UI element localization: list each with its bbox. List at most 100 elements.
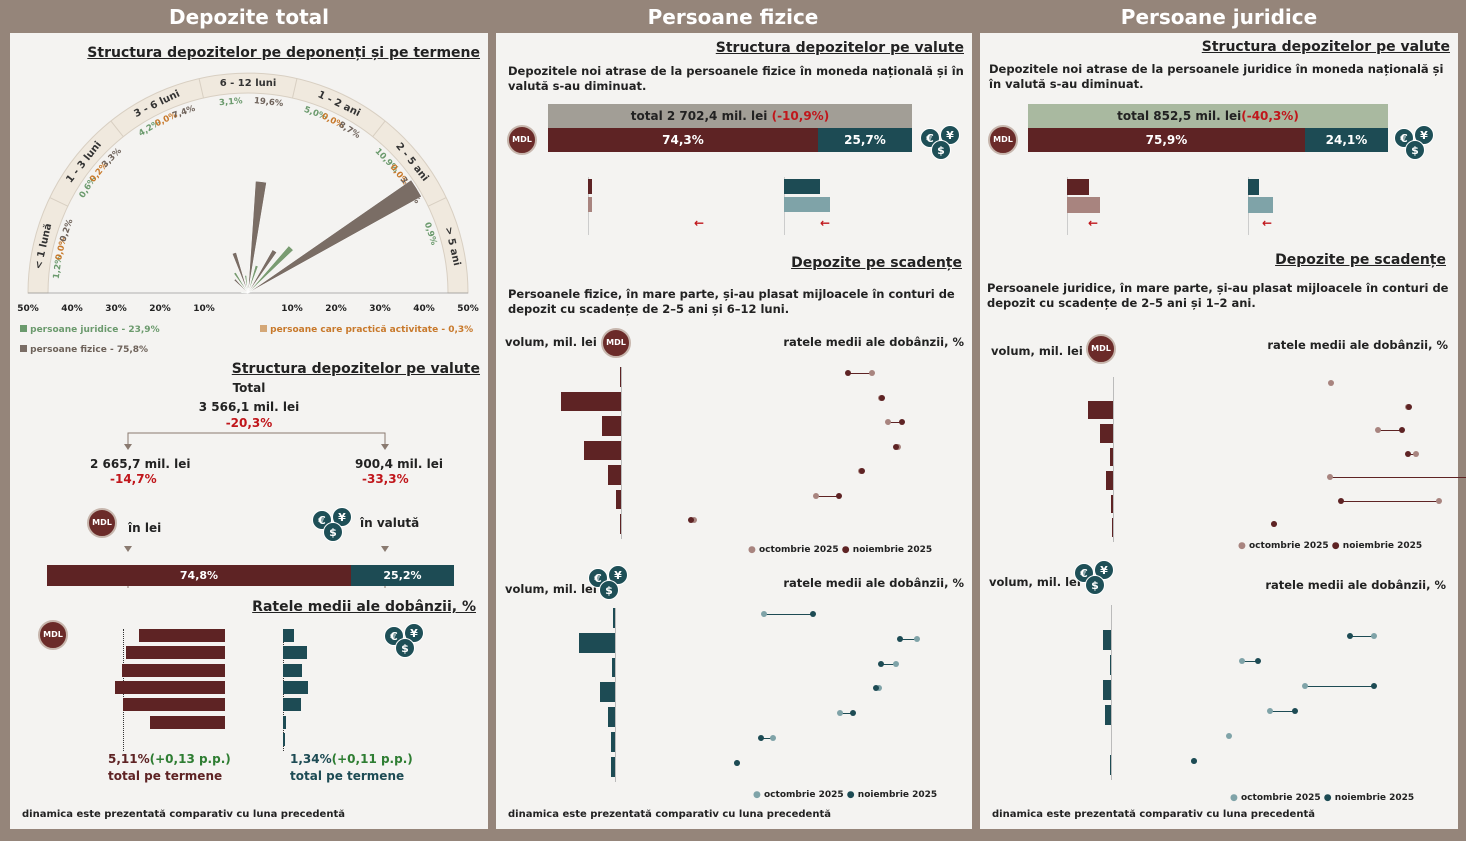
avg-lei-value: 5,11% bbox=[108, 752, 150, 766]
pf-vol-bar bbox=[610, 732, 615, 752]
avg-val: 1,34%(+0,11 p.p.) bbox=[290, 752, 413, 766]
lei-value: 2 665,7 mil. lei bbox=[90, 457, 191, 471]
pf-legend1-oct: octombrie 2025 bbox=[759, 545, 839, 555]
pf-vol-bar bbox=[615, 489, 621, 509]
pj-rate-oct-dot bbox=[1413, 450, 1420, 457]
pf-rate-oct-dot bbox=[769, 735, 776, 741]
pf-rate-oct-dot bbox=[812, 492, 819, 499]
pf-legend2-oct: octombrie 2025 bbox=[764, 790, 844, 800]
pf-vol-label: volum, mil. lei bbox=[505, 335, 597, 349]
pf-rate-nov-dot bbox=[873, 685, 880, 692]
valuta-label: în valută bbox=[360, 516, 420, 530]
pj-legend1-oct: octombrie 2025 bbox=[1249, 541, 1329, 551]
pf-rate-line bbox=[763, 614, 814, 615]
pf-vol-bar bbox=[608, 707, 615, 727]
polar-wedge bbox=[247, 249, 278, 294]
pf-legend1-oct-dot: ● bbox=[748, 545, 756, 555]
polar-divider bbox=[427, 197, 447, 207]
polar-wedge bbox=[247, 179, 422, 294]
total-label: Total bbox=[232, 381, 266, 395]
pf-mdl_vol-axis bbox=[621, 367, 622, 539]
rate-val-bar bbox=[283, 680, 308, 694]
pf-rate-oct-dot bbox=[884, 419, 891, 425]
panel-pf: Structura depozitelor pe valute Depozite… bbox=[496, 33, 972, 829]
legend-swatch-juridice bbox=[20, 325, 27, 332]
rate-val-bar bbox=[283, 698, 302, 712]
pj-vol-bar bbox=[1111, 494, 1113, 513]
pf-total: total 2 702,4 mil. lei bbox=[630, 109, 768, 123]
pf-rate-nov-dot bbox=[810, 611, 817, 617]
section-structure-terms: Structura depozitelor pe deponenți și pe… bbox=[87, 45, 480, 61]
pf-val_nov-bar bbox=[784, 179, 821, 194]
polar-scale-label: 10% bbox=[193, 304, 215, 314]
pj-legend2: ● octombrie 2025 ● noiembrie 2025 bbox=[1230, 793, 1414, 803]
pf-desc1: Depozitele noi atrase de la persoanele f… bbox=[508, 64, 964, 93]
pf-rate-line bbox=[887, 422, 903, 423]
pj-rate-line bbox=[1329, 477, 1466, 478]
pf-rate-line bbox=[848, 373, 872, 374]
pj-rate-nov-dot bbox=[1338, 497, 1345, 504]
pf-lei-arrow: ← bbox=[694, 216, 705, 230]
pf-rate-line bbox=[815, 495, 839, 497]
pj-legend2-oct: octombrie 2025 bbox=[1241, 793, 1321, 803]
pj-lei_oct-bar bbox=[1067, 197, 1100, 213]
pf-rate-nov-dot bbox=[877, 660, 884, 667]
pj-legend2-oct-dot: ● bbox=[1230, 793, 1238, 803]
pj-rate-line bbox=[1269, 711, 1296, 712]
pj-share-val: 24,1% bbox=[1305, 128, 1388, 152]
pj-vol-bar bbox=[1109, 655, 1111, 675]
rate-lei-bar bbox=[138, 629, 225, 642]
pf-rate-oct-dot bbox=[913, 635, 920, 642]
pj-val_oct-bar bbox=[1248, 197, 1273, 213]
lei-dynamic: -14,7% bbox=[110, 472, 157, 486]
total-dynamic: -20,3% bbox=[225, 416, 273, 430]
polar-wedge bbox=[233, 271, 249, 294]
avg-lei-label: total pe termene bbox=[108, 769, 223, 783]
rate-val-bar bbox=[283, 732, 285, 746]
pf-rate-nov-dot bbox=[845, 370, 852, 376]
rate-val-bar bbox=[283, 629, 294, 642]
pj-legend1-nov: noiembrie 2025 bbox=[1342, 541, 1423, 551]
polar-scale-label: 20% bbox=[325, 304, 347, 314]
rates-mdl-icon: MDL bbox=[38, 620, 68, 650]
legend-swatch-activitate bbox=[260, 325, 267, 332]
pf-fx-currency-icon: € ¥ $ bbox=[588, 565, 632, 601]
pf-share-val: 25,7% bbox=[818, 128, 912, 152]
pj-fx-chart bbox=[980, 605, 1458, 785]
pf-total-dyn: (-10,9%) bbox=[771, 109, 830, 123]
avg-lei: 5,11%(+0,13 p.p.) bbox=[108, 752, 231, 766]
pf-rate-oct-dot bbox=[691, 517, 698, 523]
polar-sector-label: 6 - 12 luni bbox=[220, 78, 277, 89]
polar-wedge bbox=[247, 265, 259, 294]
pj-desc2: Persoanele juridice, în mare parte, și-a… bbox=[987, 281, 1449, 310]
pj-rate-line bbox=[1408, 453, 1417, 455]
title-pf: Persoane fizice bbox=[647, 5, 819, 29]
pf-lei_nov-bar bbox=[588, 179, 592, 194]
pj-terms-mdl-icon: MDL bbox=[1086, 334, 1116, 364]
valuta-dynamic: -33,3% bbox=[362, 472, 409, 486]
polar-scale-label: 50% bbox=[457, 304, 479, 314]
pj-rate-oct-dot bbox=[1226, 733, 1232, 739]
pj-val-arrow: ← bbox=[1262, 216, 1273, 230]
rate-lei-bar bbox=[122, 663, 225, 677]
pf-share-lei: 74,3% bbox=[548, 128, 818, 152]
polar-wedge bbox=[233, 278, 249, 294]
pf-vol-label2: volum, mil. lei bbox=[505, 582, 597, 596]
pj-vol-bar bbox=[1103, 680, 1111, 700]
rate-val-bar bbox=[283, 646, 308, 660]
pf-vol-bar bbox=[579, 632, 615, 653]
pf-vol-bar bbox=[613, 608, 615, 628]
pj-fx-currency-icon: € ¥ $ bbox=[1074, 560, 1118, 596]
pf-rate-nov-dot bbox=[758, 735, 765, 741]
pf-legend2-nov-dot: ● bbox=[846, 790, 855, 800]
share-valuta-bar: 25,2% bbox=[351, 565, 454, 586]
pf-vol-bar bbox=[619, 367, 621, 387]
polar-wedge bbox=[231, 252, 249, 294]
pf-legend2-nov: noiembrie 2025 bbox=[857, 790, 938, 800]
pj-total-bar: total 852,5 mil. lei(-40,3%) bbox=[1028, 104, 1388, 128]
pf-vol-bar bbox=[611, 657, 615, 678]
pj-rate-oct-dot bbox=[1371, 633, 1378, 639]
pf-rate-nov-dot bbox=[878, 394, 885, 401]
mdl-icon: MDL bbox=[87, 508, 117, 538]
pf-vol-bar bbox=[602, 416, 621, 436]
